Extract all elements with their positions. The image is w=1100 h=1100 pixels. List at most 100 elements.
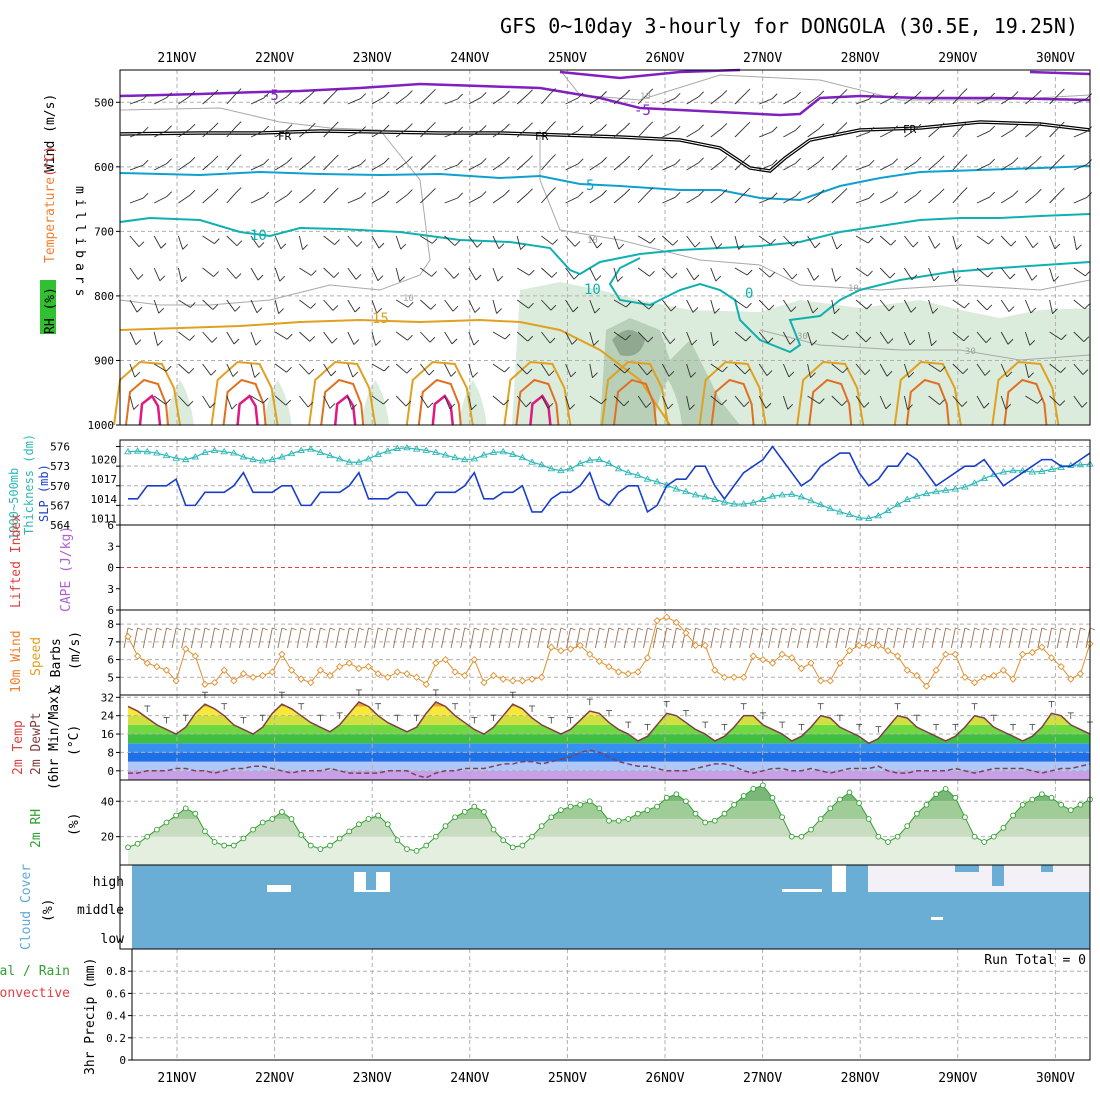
ylabel-rh: RH (%) bbox=[43, 287, 58, 334]
wind-barb-staff bbox=[928, 299, 934, 314]
wind-barb-staff bbox=[226, 93, 237, 105]
wind-barb-staff bbox=[1073, 98, 1087, 105]
wind10-point bbox=[903, 666, 911, 674]
upper-ylabel: Wind (m/s) Temperature(°C) RH (%) millib… bbox=[40, 94, 87, 334]
ylabel-temp2m-units: (°C) bbox=[67, 725, 82, 756]
wind-barb-staff bbox=[589, 194, 602, 204]
wind10-point bbox=[538, 673, 546, 681]
wind-barb-staff bbox=[420, 395, 429, 408]
wind-barb-feather bbox=[550, 187, 556, 193]
wind-barb-feather bbox=[427, 402, 434, 409]
wind-barb-staff bbox=[976, 97, 990, 105]
thickness-grid bbox=[120, 440, 1090, 526]
wind-barb-staff bbox=[710, 299, 716, 314]
day-label-bottom: 24NOV bbox=[450, 1071, 489, 1086]
ylabel-lifted-index: Lifted Index bbox=[9, 514, 24, 608]
wind-barb-feather bbox=[527, 155, 533, 161]
wind10-barb bbox=[893, 627, 899, 649]
wind-barb-staff bbox=[589, 235, 598, 249]
wind-barb-feather bbox=[601, 91, 607, 97]
wind10-barb-feather bbox=[570, 627, 576, 631]
wind-barb-feather bbox=[1053, 276, 1060, 282]
wind-barb-feather bbox=[480, 191, 487, 197]
wind10-barb bbox=[133, 627, 139, 649]
wind-barb-staff bbox=[758, 267, 771, 278]
ylabel-dewpt2m: 2m DewPt bbox=[29, 712, 44, 775]
ytick-label: 1000 bbox=[88, 419, 115, 432]
wind-barb-feather bbox=[527, 335, 534, 342]
wind-barb-feather bbox=[232, 371, 239, 377]
thickness-point bbox=[720, 498, 729, 505]
rh2m-point bbox=[827, 805, 834, 812]
wind-barb-feather bbox=[254, 372, 260, 378]
thickness-point bbox=[432, 448, 440, 455]
wind10-point bbox=[489, 671, 498, 680]
wind-barb-feather bbox=[157, 340, 163, 346]
wind10-barb bbox=[912, 627, 918, 649]
wind-barb-staff bbox=[807, 267, 815, 281]
ylabel-rh2m: 2m RH bbox=[29, 809, 44, 848]
wind-barb-staff bbox=[1049, 395, 1061, 406]
wind-barb-staff bbox=[516, 363, 528, 375]
isotherm-label-p10-a: 10 bbox=[250, 228, 267, 244]
wind-barb-feather bbox=[841, 155, 848, 161]
wind10-barb-feather bbox=[714, 627, 720, 631]
wind-barb-staff bbox=[541, 395, 549, 409]
wind-barb-feather bbox=[768, 304, 775, 311]
wind-barb-feather bbox=[1036, 398, 1043, 404]
wind-barb-feather bbox=[360, 159, 367, 165]
wind10-point bbox=[807, 659, 815, 667]
wind10-point bbox=[239, 670, 248, 678]
wind-barb-feather bbox=[235, 273, 242, 279]
wind-barb-feather bbox=[138, 241, 145, 248]
wind-barb-staff bbox=[952, 93, 963, 105]
wind10-barb bbox=[1008, 627, 1014, 649]
wind10-point bbox=[845, 647, 854, 655]
wind-barb-staff bbox=[444, 164, 458, 171]
wind-barb-feather bbox=[165, 365, 172, 372]
wind-barb-feather bbox=[571, 339, 578, 345]
wind10-point bbox=[788, 654, 796, 662]
wind10-barb-feather bbox=[1080, 627, 1086, 631]
rh2m-point bbox=[731, 801, 737, 808]
day-label-bottom: 29NOV bbox=[938, 1071, 977, 1086]
wind-barb-feather bbox=[235, 121, 242, 127]
wind-barb-staff bbox=[903, 331, 911, 346]
wind-barb-staff bbox=[444, 363, 452, 377]
wind-barb-feather bbox=[939, 399, 945, 405]
wind-barb-feather bbox=[1059, 88, 1065, 95]
wind-barb-staff bbox=[1024, 331, 1031, 346]
wind10-barb-feather bbox=[435, 627, 442, 631]
wind-barb-feather bbox=[841, 188, 848, 194]
rh2m-point bbox=[942, 786, 949, 792]
wind-barb-feather bbox=[989, 158, 996, 165]
wind10-barb-feather bbox=[820, 627, 826, 631]
wind-barb-staff bbox=[589, 95, 602, 105]
upper-panel-frame bbox=[119, 69, 1091, 426]
wind10-point bbox=[336, 663, 344, 671]
wind-barb-staff bbox=[178, 194, 191, 204]
wind-barb-staff bbox=[637, 126, 649, 138]
cloud-level-high: high bbox=[93, 875, 124, 890]
wind-barb-staff bbox=[855, 197, 870, 204]
wind-barb-staff bbox=[879, 395, 887, 409]
wind-barb-feather bbox=[915, 156, 922, 163]
wind-barb-feather bbox=[721, 189, 728, 195]
wind-barb-staff bbox=[492, 95, 505, 105]
chart-title: GFS 0~10day 3-hourly for DONGOLA (30.5E,… bbox=[500, 14, 1078, 38]
wind-barb-feather bbox=[262, 397, 269, 404]
thickness-point bbox=[855, 513, 863, 521]
wind-barb-staff bbox=[759, 197, 773, 204]
wind-barb-staff bbox=[879, 97, 893, 105]
wind-barb-staff bbox=[395, 299, 409, 308]
wind-barb-feather bbox=[1076, 244, 1082, 251]
wind10-barb bbox=[960, 627, 966, 649]
wind-barb-feather bbox=[623, 400, 630, 407]
ytick-label: 24 bbox=[101, 710, 115, 723]
wind-barb-staff bbox=[783, 96, 796, 105]
wind10-barb-feather bbox=[618, 627, 624, 631]
wind-barb-staff bbox=[153, 363, 167, 372]
wind-barb-feather bbox=[430, 154, 436, 161]
wind-barb-staff bbox=[1025, 267, 1033, 281]
thickness-point bbox=[932, 487, 940, 495]
